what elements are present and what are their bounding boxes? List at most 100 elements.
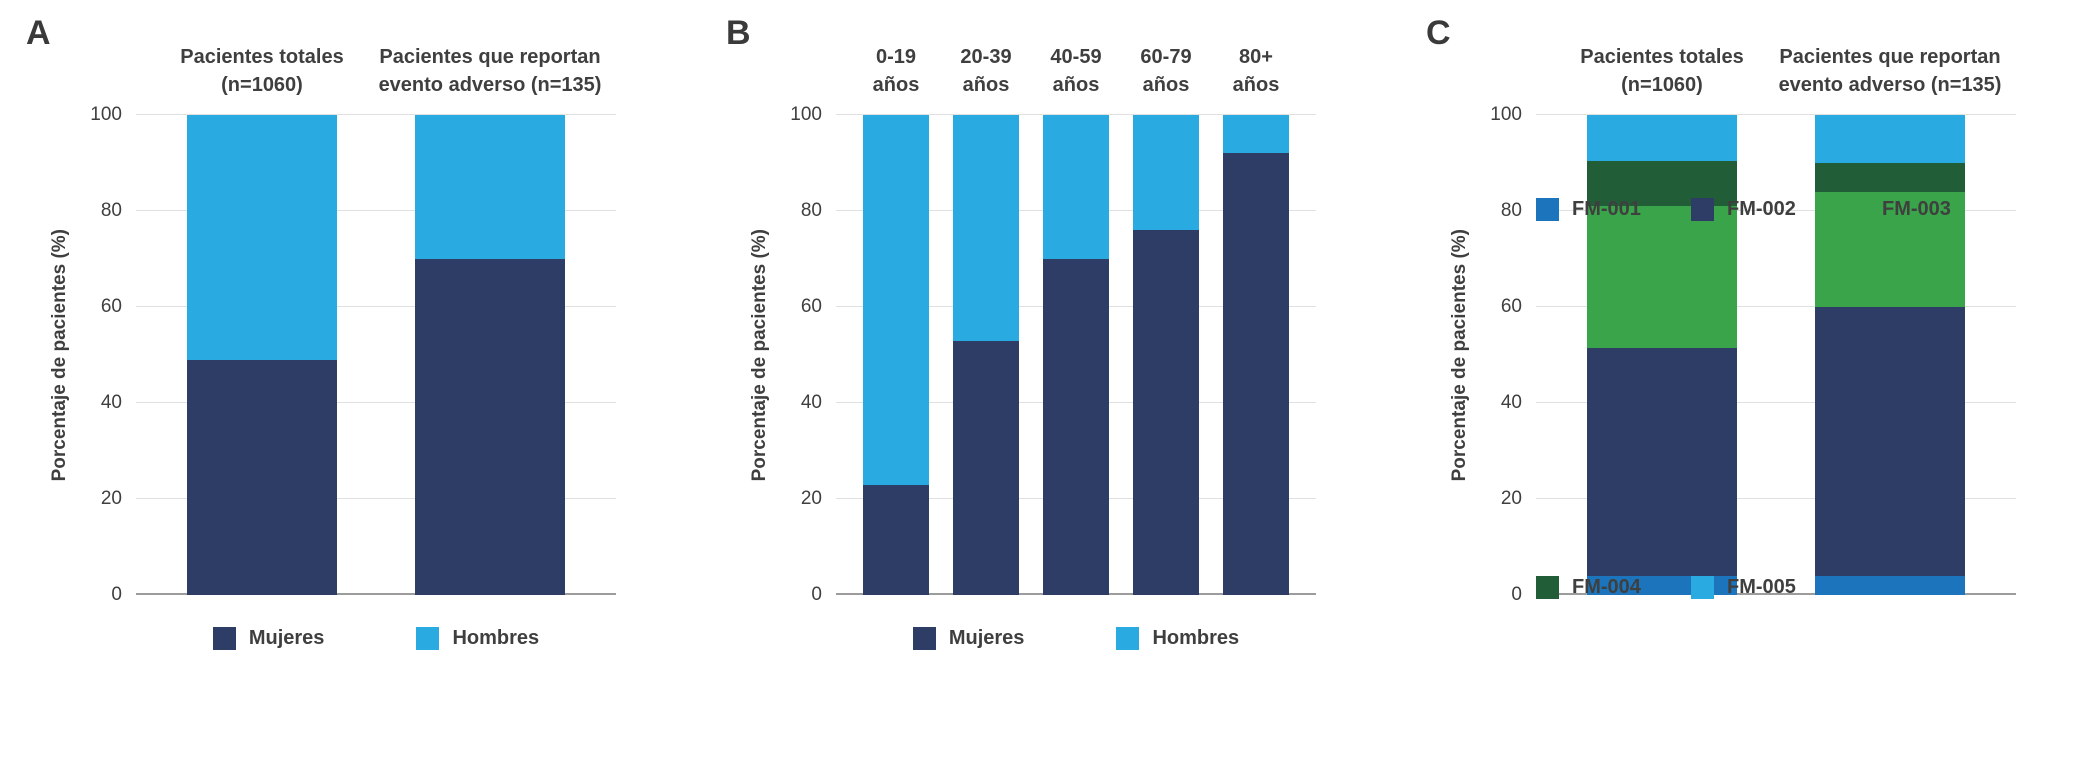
stacked-bar (415, 115, 565, 595)
gridline (1536, 498, 2016, 499)
y-tick-label: 80 (100, 200, 122, 221)
gridlines (1536, 114, 2016, 595)
category-label: 40-59 años (1050, 46, 1102, 96)
bar-column: 60-79 años (1133, 46, 1199, 595)
category-label: 80+ años (1232, 46, 1280, 96)
bar-segment-hombres (1043, 115, 1109, 259)
bar-segment-fm-004 (1815, 163, 1965, 192)
y-tick-label: 80 (1500, 200, 1522, 221)
y-tick-label: 0 (111, 584, 122, 605)
bar-column: Pacientes que reportan evento adverso (n=… (1779, 46, 2001, 595)
panel-letter: B (726, 14, 751, 52)
bar-segment-hombres (415, 115, 565, 259)
bar-segment-hombres (953, 115, 1019, 341)
gridline (136, 498, 616, 499)
legend-swatch (1116, 627, 1140, 650)
legend-swatch (912, 627, 936, 650)
bars: Pacientes totales (n=1060) Pacientes que r… (1536, 46, 2016, 595)
legend-label: FM-002 (1727, 198, 1796, 221)
category-label: Pacientes que reportan evento adverso (n=… (378, 46, 602, 96)
legend-swatch (1691, 198, 1714, 222)
stacked-bar (1133, 115, 1199, 595)
legend-swatch (416, 627, 440, 650)
bar-column: Pacientes totales (n=1060) (180, 46, 344, 595)
bar-segment-fm-003 (1587, 206, 1737, 348)
gridline (136, 402, 616, 403)
panel-a: A Porcentaje de pacientes (%) 0 20 40 60 80 1… (0, 0, 700, 765)
stacked-bar (1587, 115, 1737, 595)
gridlines (136, 114, 616, 595)
bar-segment-fm-005 (1815, 115, 1965, 164)
bar-segment-hombres (863, 115, 929, 485)
bar-column: 0-19 años (863, 46, 929, 595)
bar-column: Pacientes que reportan evento adverso (n=… (379, 46, 601, 595)
gridline (1536, 210, 2016, 211)
stacked-bar (863, 115, 929, 595)
y-axis-title-wrap: Porcentaje de pacientes (%) (742, 115, 778, 595)
bar-segment-mujeres (1223, 153, 1289, 595)
bars: Pacientes totales (n=1060) Pacientes que r… (136, 46, 616, 595)
legend-label: Hombres (1152, 627, 1240, 649)
y-tick-label: 100 (90, 104, 122, 125)
chart-area: Porcentaje de pacientes (%) 0 20 40 60 80 100… (742, 0, 1400, 605)
legend-swatch (1536, 198, 1559, 222)
plot-area: Pacientes totales (n=1060) Pacientes que r… (136, 46, 616, 595)
legend-label: FM-005 (1727, 575, 1796, 598)
plot-area: 0-19 años 20-39 años 40-59 años 60-79 años 80+ añ… (836, 46, 1316, 595)
legend-item-fm-003: FM-003 (1846, 198, 2001, 222)
gridline (136, 210, 616, 211)
legend-item-fm-002: FM-002 (1691, 198, 1846, 222)
legend-swatch (1691, 575, 1714, 599)
gridline (1536, 306, 2016, 307)
stacked-bar (1223, 115, 1289, 595)
bar-column: 20-39 años (953, 46, 1019, 595)
x-axis-line (1536, 593, 2016, 595)
panel-c: C Porcentaje de pacientes (%) 0 20 40 60 80 1… (1400, 0, 2100, 765)
bar-segment-fm-002 (1815, 307, 1965, 576)
legend-swatch (1536, 575, 1559, 599)
y-axis-title: Porcentaje de pacientes (%) (1449, 228, 1470, 482)
legend-item-fm-001: FM-001 (1536, 198, 1691, 222)
category-label: 60-79 años (1140, 46, 1192, 96)
bar-column: Pacientes totales (n=1060) (1580, 46, 1744, 595)
bar-segment-mujeres (1133, 230, 1199, 595)
legend-label: Mujeres (948, 627, 1025, 649)
category-label: Pacientes totales (n=1060) (1580, 46, 1744, 96)
legend-item-hombres: Hombres (416, 627, 539, 650)
y-tick-label: 60 (1500, 296, 1522, 317)
bars: 0-19 años 20-39 años 40-59 años 60-79 años 80+ añ… (836, 46, 1316, 595)
bar-column: 80+ años (1223, 46, 1289, 595)
legend-item-mujeres: Mujeres (212, 627, 325, 650)
legend-label: FM-004 (1572, 575, 1641, 598)
bar-segment-mujeres (415, 259, 565, 595)
bar-segment-hombres (1133, 115, 1199, 231)
category-label: 20-39 años (960, 46, 1012, 96)
bar-segment-mujeres (187, 359, 337, 595)
legend: Mujeres Hombres (136, 627, 616, 650)
bar-segment-hombres (187, 115, 337, 360)
gridline (836, 114, 1316, 115)
y-tick-label: 80 (800, 200, 822, 221)
gridline (136, 114, 616, 115)
y-tick-label: 100 (1490, 104, 1522, 125)
y-axis-title-wrap: Porcentaje de pacientes (%) (1442, 115, 1478, 595)
plot-area: Pacientes totales (n=1060) Pacientes que r… (1536, 46, 2016, 595)
legend-label: FM-001 (1572, 198, 1641, 221)
category-label: Pacientes totales (n=1060) (180, 46, 344, 96)
bar-segment-fm-005 (1587, 115, 1737, 161)
stacked-bar (1043, 115, 1109, 595)
gridline (1536, 114, 2016, 115)
y-tick-label: 0 (1511, 584, 1522, 605)
legend-label: Mujeres (248, 627, 325, 649)
stacked-bar (187, 115, 337, 595)
category-label: Pacientes que reportan evento adverso (n=… (1778, 46, 2002, 96)
legend-item-mujeres: Mujeres (912, 627, 1025, 650)
y-axis-title-wrap: Porcentaje de pacientes (%) (42, 115, 78, 595)
panel-b: B Porcentaje de pacientes (%) 0 20 40 60 80 1… (700, 0, 1400, 765)
legend-label: Hombres (452, 627, 540, 649)
bar-segment-mujeres (953, 340, 1019, 595)
panel-letter: C (1426, 14, 1451, 52)
chart-area: Porcentaje de pacientes (%) 0 20 40 60 80 100… (1442, 0, 2100, 605)
y-axis: 0 20 40 60 80 100 (778, 104, 836, 605)
